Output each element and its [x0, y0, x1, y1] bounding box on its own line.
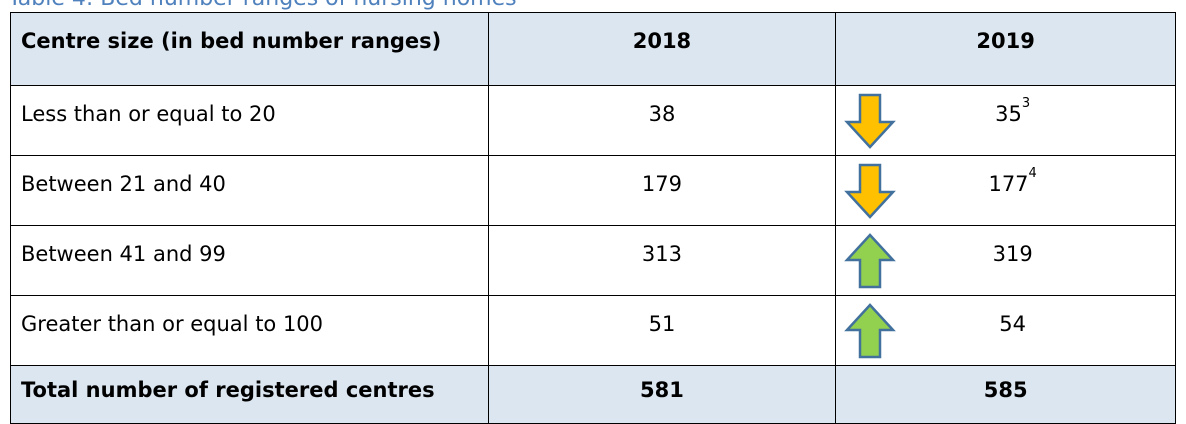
value-cell: 54 [835, 295, 1176, 366]
arrow-shape [844, 163, 897, 219]
value-cell: 38 [487, 85, 837, 156]
label-cell: Greater than or equal to 100 [10, 295, 489, 366]
footnote-ref: 4 [1028, 166, 1037, 181]
header-cell: 2019 [835, 12, 1176, 86]
value: 353 [995, 96, 1030, 126]
label-cell: Between 21 and 40 [10, 155, 489, 226]
value-text: 585 [983, 378, 1028, 402]
caption: Table 4: Bed number ranges of nursing ho… [8, 0, 517, 11]
value: 1774 [988, 166, 1036, 196]
value-cell: 51 [487, 295, 837, 366]
arrow-shape [844, 303, 897, 359]
down-arrow [844, 93, 897, 149]
down-arrow [844, 163, 897, 219]
value-cell: 353 [835, 85, 1176, 156]
value-cell: 319 [835, 225, 1176, 296]
up-arrow [844, 233, 897, 289]
value-cell: 585 [835, 365, 1176, 424]
table: Centre size (in bed number ranges) 2018 … [10, 12, 1176, 424]
table-row: Greater than or equal to 100 51 54 [10, 295, 1176, 366]
table-row: Between 41 and 99 313 319 [10, 225, 1176, 296]
arrow-shape [844, 233, 897, 289]
label-cell: Between 41 and 99 [10, 225, 489, 296]
table-body: Centre size (in bed number ranges) 2018 … [10, 12, 1176, 424]
value: 54 [999, 312, 1026, 336]
header-row: Centre size (in bed number ranges) 2018 … [10, 12, 1176, 86]
value-cell: 179 [487, 155, 837, 226]
table-row: Less than or equal to 20 38 353 [10, 85, 1176, 156]
total-row: Total number of registered centres 581 585 [10, 365, 1176, 424]
label-cell: Less than or equal to 20 [10, 85, 489, 156]
value-cell: 1774 [835, 155, 1176, 226]
label-cell: Total number of registered centres [10, 365, 489, 424]
value-text: 319 [992, 242, 1033, 266]
footnote-ref: 3 [1021, 96, 1031, 111]
value-cell: 581 [487, 365, 837, 424]
table-row: Between 21 and 40 179 1774 [10, 155, 1176, 226]
value-text: 177 [988, 172, 1029, 196]
value-text: 54 [999, 312, 1026, 336]
up-arrow [844, 303, 897, 359]
value-cell: 313 [487, 225, 837, 296]
header-cell: 2018 [487, 12, 837, 86]
value: 319 [993, 242, 1033, 266]
header-cell: Centre size (in bed number ranges) [10, 12, 489, 86]
value-text: 35 [995, 102, 1022, 126]
arrow-shape [844, 93, 897, 149]
